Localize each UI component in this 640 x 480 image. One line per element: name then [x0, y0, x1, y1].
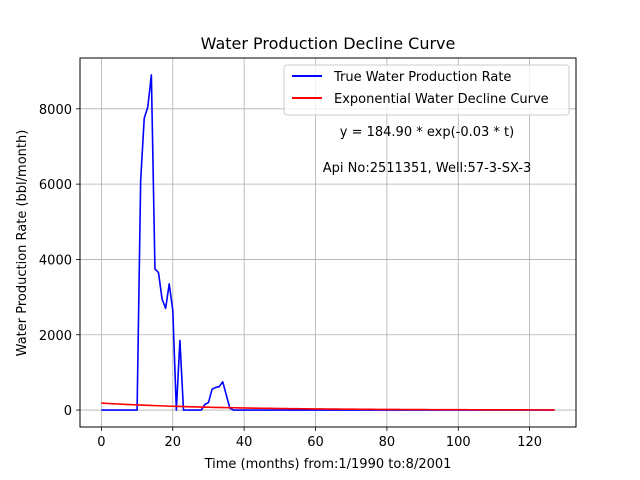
x-tick-label: 120	[517, 435, 542, 450]
legend-label-true-rate: True Water Production Rate	[333, 70, 511, 85]
chart-title: Water Production Decline Curve	[201, 34, 456, 53]
x-tick-label: 0	[97, 435, 105, 450]
y-tick-label: 2000	[39, 329, 72, 344]
x-axis-label: Time (months) from:1/1990 to:8/2001	[204, 457, 452, 472]
equation-annotation: y = 184.90 * exp(-0.03 * t)	[340, 125, 514, 140]
legend: True Water Production Rate Exponential W…	[283, 64, 570, 116]
plot-frame	[79, 57, 577, 428]
series-layer	[101, 74, 555, 411]
x-tick-label: 40	[236, 435, 253, 450]
y-tick-label: 8000	[39, 103, 72, 118]
ticks: 0 20 40 60 80 100 120 0 2000 4000 6000 8000	[39, 103, 542, 450]
x-tick-label: 80	[379, 435, 396, 450]
x-tick-label: 100	[446, 435, 471, 450]
legend-label-exponential: Exponential Water Decline Curve	[334, 92, 549, 107]
y-tick-label: 0	[64, 404, 72, 419]
x-tick-label: 60	[307, 435, 324, 450]
y-tick-label: 4000	[39, 253, 72, 268]
y-axis-label: Water Production Rate (bbl/month)	[15, 130, 30, 357]
annotations: y = 184.90 * exp(-0.03 * t) Api No:25113…	[323, 125, 531, 176]
legend-box	[283, 64, 570, 116]
true-water-production-line	[101, 74, 555, 411]
exponential-decline-line	[101, 402, 555, 411]
grid	[80, 58, 576, 427]
x-tick-label: 20	[165, 435, 182, 450]
y-tick-label: 6000	[39, 178, 72, 193]
well-annotation: Api No:2511351, Well:57-3-SX-3	[323, 161, 531, 176]
